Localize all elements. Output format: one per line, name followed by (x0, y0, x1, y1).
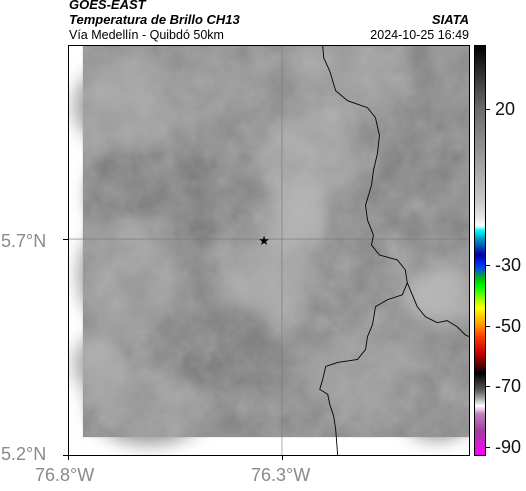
colorbar-label: -50 (495, 316, 522, 336)
route-subtitle: Vía Medellín - Quibdó 50km (69, 28, 224, 42)
colorbar-tick (486, 265, 490, 266)
product-title: Temperatura de Brillo CH13 (69, 12, 240, 27)
y-tick-label: 5.7°N (1, 231, 47, 251)
colorbar-label: 20 (495, 99, 516, 119)
x-tick-label: 76.8°W (35, 465, 95, 485)
colorbar-label: -90 (495, 437, 522, 457)
colorbar-tick (486, 447, 490, 448)
colorbar-tick (486, 326, 490, 327)
x-tick-label: 76.3°W (251, 465, 311, 485)
x-tick-mark (68, 455, 69, 460)
x-tick-mark (282, 455, 283, 460)
y-tick-mark (63, 239, 68, 240)
satellite-title: GOES-EAST (69, 0, 146, 12)
department-border-east (406, 282, 469, 337)
colorbar-tick (486, 386, 490, 387)
y-tick-mark (63, 455, 68, 456)
department-border (319, 46, 408, 455)
datetime-label: 2024-10-25 16:49 (370, 28, 469, 42)
agency-label: SIATA (431, 12, 469, 27)
y-tick-label: 5.2°N (1, 444, 47, 464)
colorbar-label: -30 (495, 255, 522, 275)
map-panel[interactable]: ★ (68, 45, 470, 456)
colorbar-label: -70 (495, 376, 522, 396)
brightness-temperature-map: ★ (69, 46, 469, 455)
colorbar-tick (486, 109, 490, 110)
colorbar (474, 45, 486, 456)
star-icon: ★ (258, 233, 270, 248)
